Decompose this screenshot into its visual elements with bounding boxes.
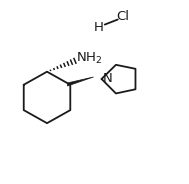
Text: NH$_2$: NH$_2$ — [76, 51, 102, 66]
Text: H: H — [93, 21, 103, 34]
Text: N: N — [103, 72, 113, 85]
Polygon shape — [67, 77, 94, 86]
Text: Cl: Cl — [116, 10, 129, 23]
